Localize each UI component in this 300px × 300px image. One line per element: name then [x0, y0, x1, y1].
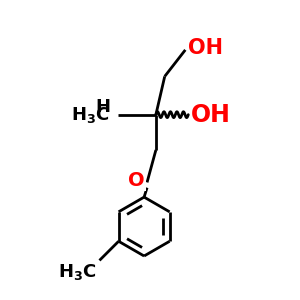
- Text: OH: OH: [188, 38, 223, 58]
- Text: $\mathbf{H_3C}$: $\mathbf{H_3C}$: [58, 262, 97, 282]
- Text: OH: OH: [190, 103, 230, 127]
- Text: H: H: [95, 98, 110, 116]
- Text: $\mathbf{H_3C}$: $\mathbf{H_3C}$: [71, 105, 110, 125]
- Text: O: O: [128, 171, 145, 190]
